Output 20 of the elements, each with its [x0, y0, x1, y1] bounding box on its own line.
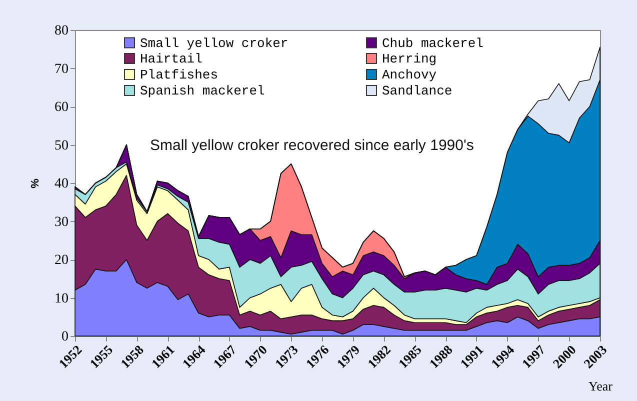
legend-label: Platfishes: [140, 68, 218, 82]
legend-label: Sandlance: [382, 84, 452, 98]
y-tick-label: 50: [54, 138, 68, 154]
legend-label: Small yellow croker: [140, 36, 288, 51]
y-tick-label: 60: [54, 100, 68, 115]
y-tick-label: 20: [54, 253, 68, 268]
annotation: Small yellow croker recovered since early 1990's: [150, 137, 474, 154]
legend-label: Hairtail: [140, 52, 203, 66]
y-tick-label: 10: [54, 291, 68, 306]
y-tick-label: 0: [62, 330, 68, 344]
legend-label: Spanish mackerel: [140, 84, 266, 98]
y-tick-label: 80: [54, 24, 68, 38]
y-tick-label: 40: [54, 176, 68, 192]
legend-label: Herring: [382, 52, 437, 66]
y-axis-title: %: [30, 178, 42, 188]
legend-label: Anchovy: [382, 68, 437, 82]
x-axis-title: Year: [588, 378, 614, 394]
y-tick-label: 70: [54, 62, 68, 77]
legend-label: Chub mackerel: [382, 36, 484, 51]
y-tick-label: 30: [54, 214, 68, 230]
